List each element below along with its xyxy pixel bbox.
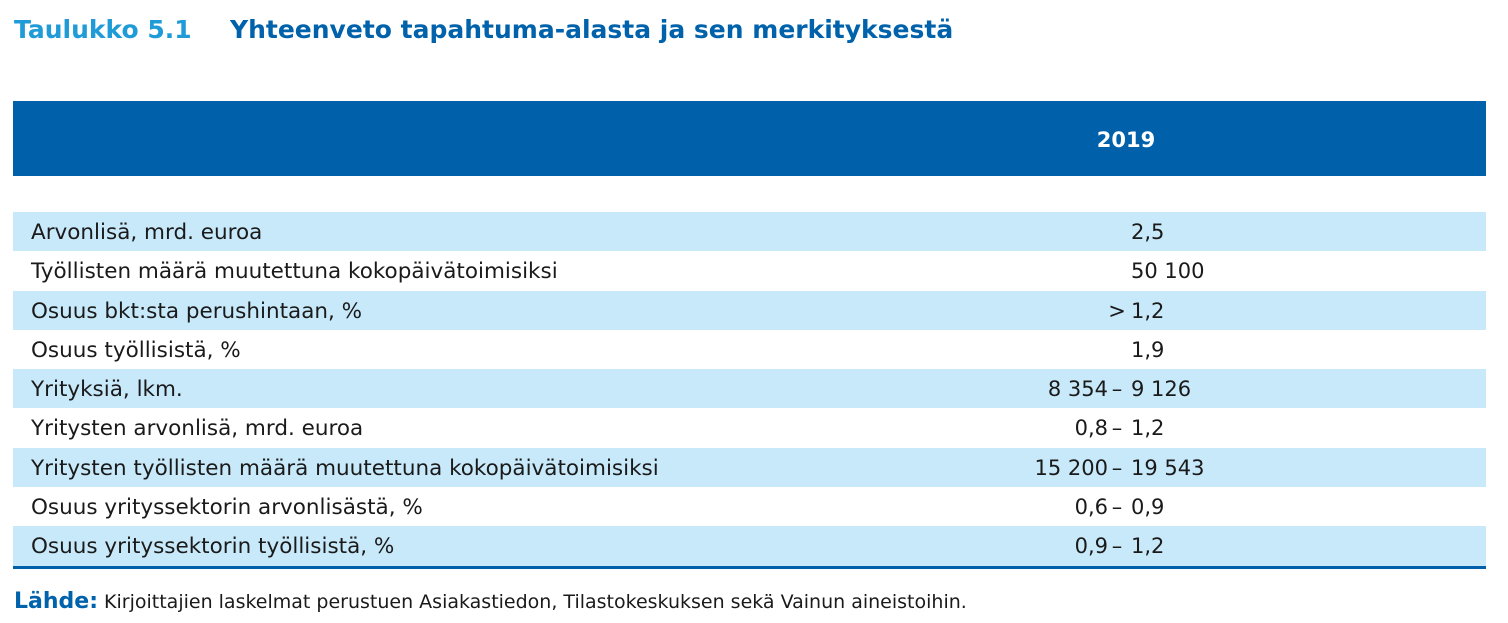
row-value: 50 100 <box>1131 259 1205 284</box>
row-separator <box>1105 251 1129 290</box>
row-label: Yritysten arvonlisä, mrd. euroa <box>31 416 364 442</box>
row-separator: – <box>1111 416 1123 441</box>
table-row: Yrityksiä, lkm. 8 354 – 9 126 <box>13 369 1486 409</box>
source-text: Kirjoittajien laskelmat perustuen Asiaka… <box>104 591 967 613</box>
row-value: 19 543 <box>1131 455 1205 480</box>
row-separator: – <box>1111 495 1123 520</box>
row-value: 1,2 <box>1131 416 1165 441</box>
row-value: 0,9 <box>1131 495 1165 520</box>
row-separator <box>1105 212 1129 251</box>
table-row: Yritysten työllisten määrä muutettuna ko… <box>13 447 1486 488</box>
table-header: 2019 <box>13 101 1486 176</box>
table-row: Osuus yrityssektorin työllisistä, % 0,9 … <box>13 526 1486 566</box>
table-body: Arvonlisä, mrd. euroa 2,5 Työllisten mää… <box>13 212 1486 569</box>
table-row: Osuus työllisistä, % 1,9 <box>13 330 1486 369</box>
row-label: Osuus bkt:sta perushintaan, % <box>31 298 363 324</box>
row-label: Arvonlisä, mrd. euroa <box>31 220 263 245</box>
row-label: Yrityksiä, lkm. <box>31 377 183 403</box>
row-prefix: > <box>1108 298 1126 323</box>
row-label: Osuus yrityssektorin työllisistä, % <box>31 534 395 560</box>
row-separator: – <box>1111 534 1123 559</box>
table-row: Osuus yrityssektorin arvonlisästä, % 0,6… <box>13 487 1486 526</box>
row-value-low: 15 200 <box>1034 455 1108 480</box>
table-row: Työllisten määrä muutettuna kokopäivätoi… <box>13 251 1486 290</box>
row-value: 1,2 <box>1131 534 1165 559</box>
row-separator: – <box>1111 377 1123 402</box>
table-number: Taulukko 5.1 <box>14 15 192 44</box>
row-label: Yritysten työllisten määrä muutettuna ko… <box>31 455 659 481</box>
row-label: Osuus työllisistä, % <box>31 337 241 363</box>
table-title-text: Yhteenveto tapahtuma-alasta ja sen merki… <box>230 15 954 44</box>
column-header-year: 2019 <box>1096 128 1156 152</box>
table-source: Lähde: Kirjoittajien laskelmat perustuen… <box>14 586 967 618</box>
row-label: Työllisten määrä muutettuna kokopäivätoi… <box>31 259 558 285</box>
row-value-low: 0,8 <box>1074 416 1108 441</box>
row-value-low: 0,9 <box>1074 534 1108 559</box>
row-separator <box>1105 330 1129 369</box>
table-title: Taulukko 5.1 Yhteenveto tapahtuma-alasta … <box>14 10 953 50</box>
table-row: Osuus bkt:sta perushintaan, % > 1,2 <box>13 290 1486 330</box>
row-separator: – <box>1111 455 1123 480</box>
row-value-low: 0,6 <box>1074 495 1108 520</box>
table-row: Arvonlisä, mrd. euroa 2,5 <box>13 212 1486 252</box>
row-value-low: 8 354 <box>1047 377 1108 402</box>
row-value: 1,9 <box>1131 337 1165 362</box>
row-label: Osuus yrityssektorin arvonlisästä, % <box>31 495 423 521</box>
table-row: Yritysten arvonlisä, mrd. euroa 0,8 – 1,… <box>13 408 1486 447</box>
row-value: 1,2 <box>1131 298 1165 323</box>
row-value: 2,5 <box>1131 220 1165 244</box>
source-label: Lähde: <box>14 589 98 614</box>
row-value: 9 126 <box>1131 377 1192 402</box>
